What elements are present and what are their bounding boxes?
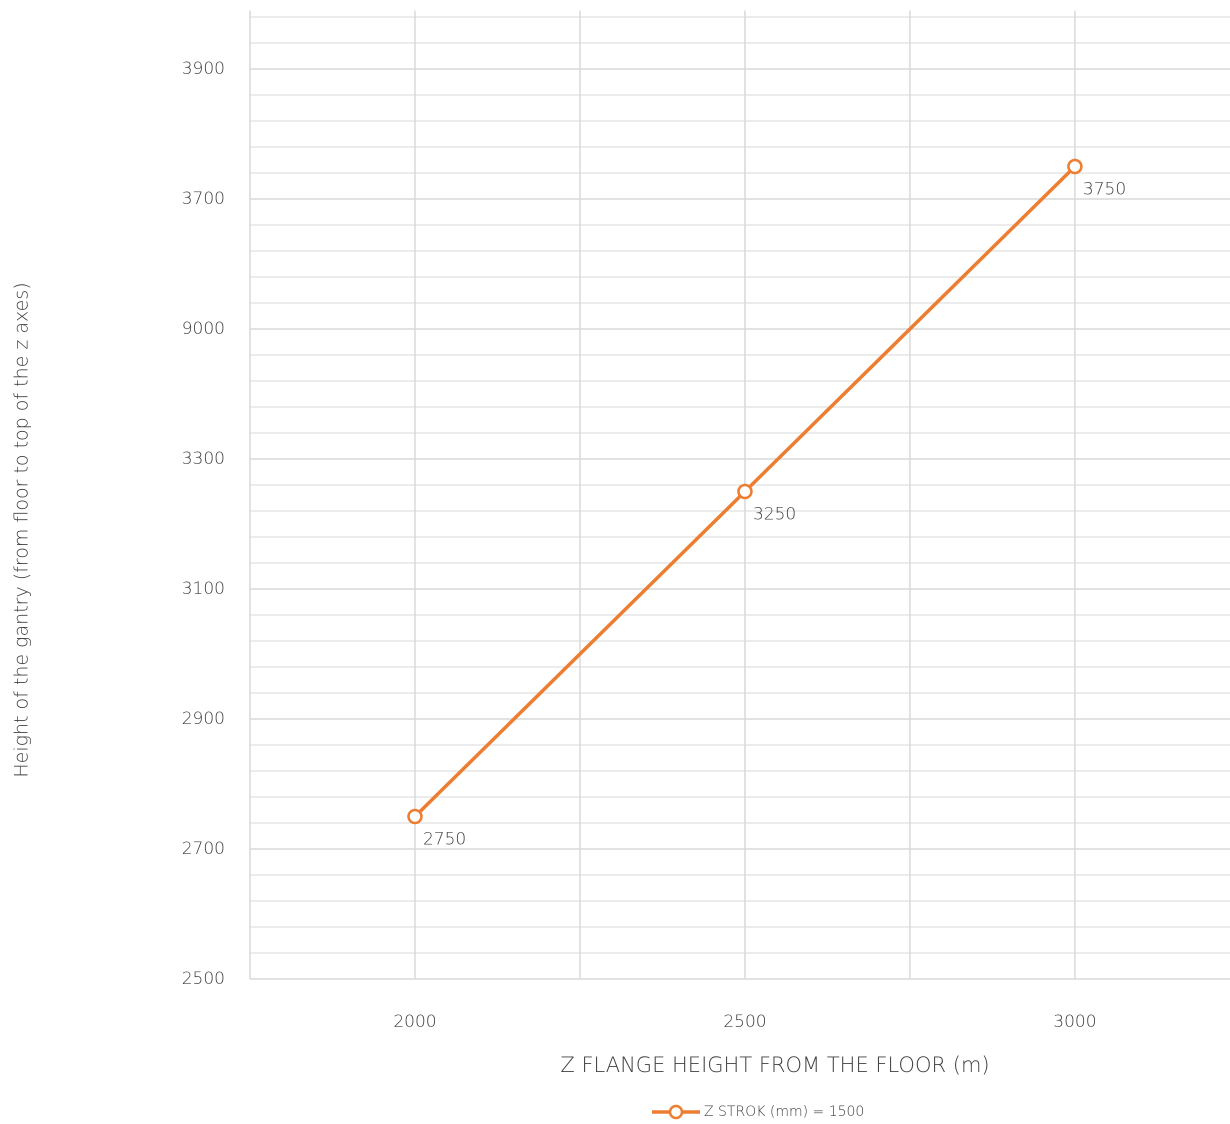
data-point [407, 808, 423, 825]
y-tick-label: 2900 [182, 709, 225, 729]
y-tick-label: 3900 [182, 59, 225, 79]
y-tick-label: 9000 [182, 319, 225, 339]
data-point [1067, 158, 1083, 175]
data-label: 2750 [423, 830, 466, 850]
x-tick-label: 3000 [1053, 1012, 1096, 1032]
data-point [737, 483, 753, 500]
x-axis-title: Z FLANGE HEIGHT FROM THE FLOOR (m) [560, 1053, 989, 1077]
x-tick-label: 2500 [723, 1012, 766, 1032]
y-tick-label: 3700 [182, 189, 225, 209]
y-tick-label: 2700 [182, 839, 225, 859]
x-tick-label: 2000 [393, 1012, 436, 1032]
y-tick-label: 3300 [182, 449, 225, 469]
legend-label: Z STROK (mm) = 1500 [704, 1104, 864, 1120]
y-tick-label: 3100 [182, 579, 225, 599]
data-label: 3250 [753, 505, 796, 525]
legend-marker [668, 1104, 684, 1120]
data-label: 3750 [1083, 180, 1126, 200]
y-tick-label: 2500 [182, 969, 225, 989]
y-axis-title: Height of the gantry (from floor to top … [11, 282, 33, 777]
